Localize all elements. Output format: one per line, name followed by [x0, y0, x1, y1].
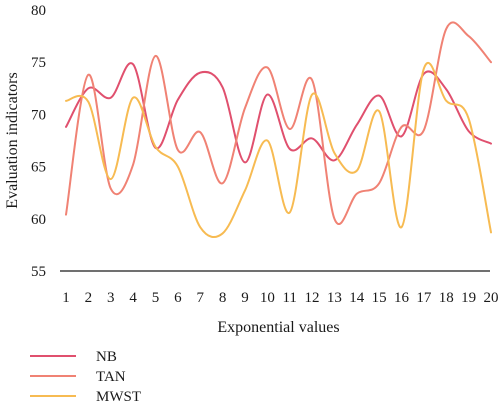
y-tick-label: 55	[31, 264, 46, 280]
series-line-mwst	[65, 62, 492, 239]
x-tick-label: 12	[305, 290, 320, 306]
x-tick-label: 6	[174, 290, 182, 306]
y-tick-label: 75	[31, 55, 46, 71]
legend-label: NB	[96, 349, 117, 365]
x-tick-label: 11	[282, 290, 296, 306]
series-lines	[65, 21, 492, 239]
x-tick-label: 13	[327, 290, 342, 306]
x-tick-label: 15	[372, 290, 387, 306]
x-tick-label: 2	[85, 290, 93, 306]
x-tick-label: 1	[62, 290, 70, 306]
x-tick-label: 9	[241, 290, 249, 306]
y-axis-ticks: 55 60 65 70 75 80	[31, 3, 46, 280]
x-tick-label: 14	[349, 290, 365, 306]
y-axis-label: Evaluation indicators	[4, 72, 21, 208]
x-axis-ticks: 1 2 3 4 5 6 7 8 9 10 11 12 13 14 15 16 17 18 19 20	[62, 290, 498, 306]
x-tick-label: 16	[394, 290, 410, 306]
x-tick-label: 8	[219, 290, 227, 306]
x-tick-label: 4	[129, 290, 137, 306]
x-tick-label: 19	[461, 290, 476, 306]
legend-label: TAN	[96, 369, 126, 385]
y-tick-label: 60	[31, 212, 46, 228]
series-line-tan	[65, 21, 492, 225]
x-tick-label: 18	[439, 290, 454, 306]
legend-label: MWST	[96, 389, 141, 405]
series-line-nb	[65, 62, 492, 164]
x-axis-label: Exponential values	[217, 319, 339, 336]
y-tick-label: 80	[31, 3, 46, 19]
x-tick-label: 20	[484, 290, 499, 306]
x-tick-label: 17	[416, 290, 432, 306]
y-tick-label: 65	[31, 160, 46, 176]
y-tick-label: 70	[31, 107, 46, 123]
x-tick-label: 7	[196, 290, 204, 306]
legend: NB TAN MWST	[30, 349, 141, 405]
x-tick-label: 5	[152, 290, 160, 306]
x-tick-label: 3	[107, 290, 115, 306]
x-tick-label: 10	[260, 290, 275, 306]
